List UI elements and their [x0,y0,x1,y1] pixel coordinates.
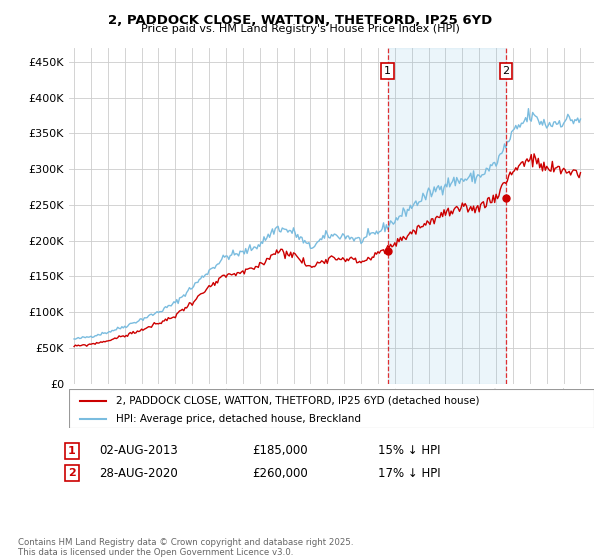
Text: 17% ↓ HPI: 17% ↓ HPI [378,466,440,480]
Text: 2: 2 [502,66,509,76]
Text: £260,000: £260,000 [252,466,308,480]
FancyBboxPatch shape [69,389,594,428]
Text: Contains HM Land Registry data © Crown copyright and database right 2025.
This d: Contains HM Land Registry data © Crown c… [18,538,353,557]
Text: 28-AUG-2020: 28-AUG-2020 [99,466,178,480]
Text: 1: 1 [384,66,391,76]
Text: HPI: Average price, detached house, Breckland: HPI: Average price, detached house, Brec… [116,414,361,423]
Text: 02-AUG-2013: 02-AUG-2013 [99,444,178,458]
Text: 2, PADDOCK CLOSE, WATTON, THETFORD, IP25 6YD (detached house): 2, PADDOCK CLOSE, WATTON, THETFORD, IP25… [116,396,480,406]
Text: Price paid vs. HM Land Registry's House Price Index (HPI): Price paid vs. HM Land Registry's House … [140,24,460,34]
Text: 15% ↓ HPI: 15% ↓ HPI [378,444,440,458]
Text: £185,000: £185,000 [252,444,308,458]
Point [501,193,511,202]
Text: 2, PADDOCK CLOSE, WATTON, THETFORD, IP25 6YD: 2, PADDOCK CLOSE, WATTON, THETFORD, IP25… [108,14,492,27]
Text: 1: 1 [68,446,76,456]
Bar [388,48,506,384]
Text: 2: 2 [68,468,76,478]
Point [383,247,392,256]
